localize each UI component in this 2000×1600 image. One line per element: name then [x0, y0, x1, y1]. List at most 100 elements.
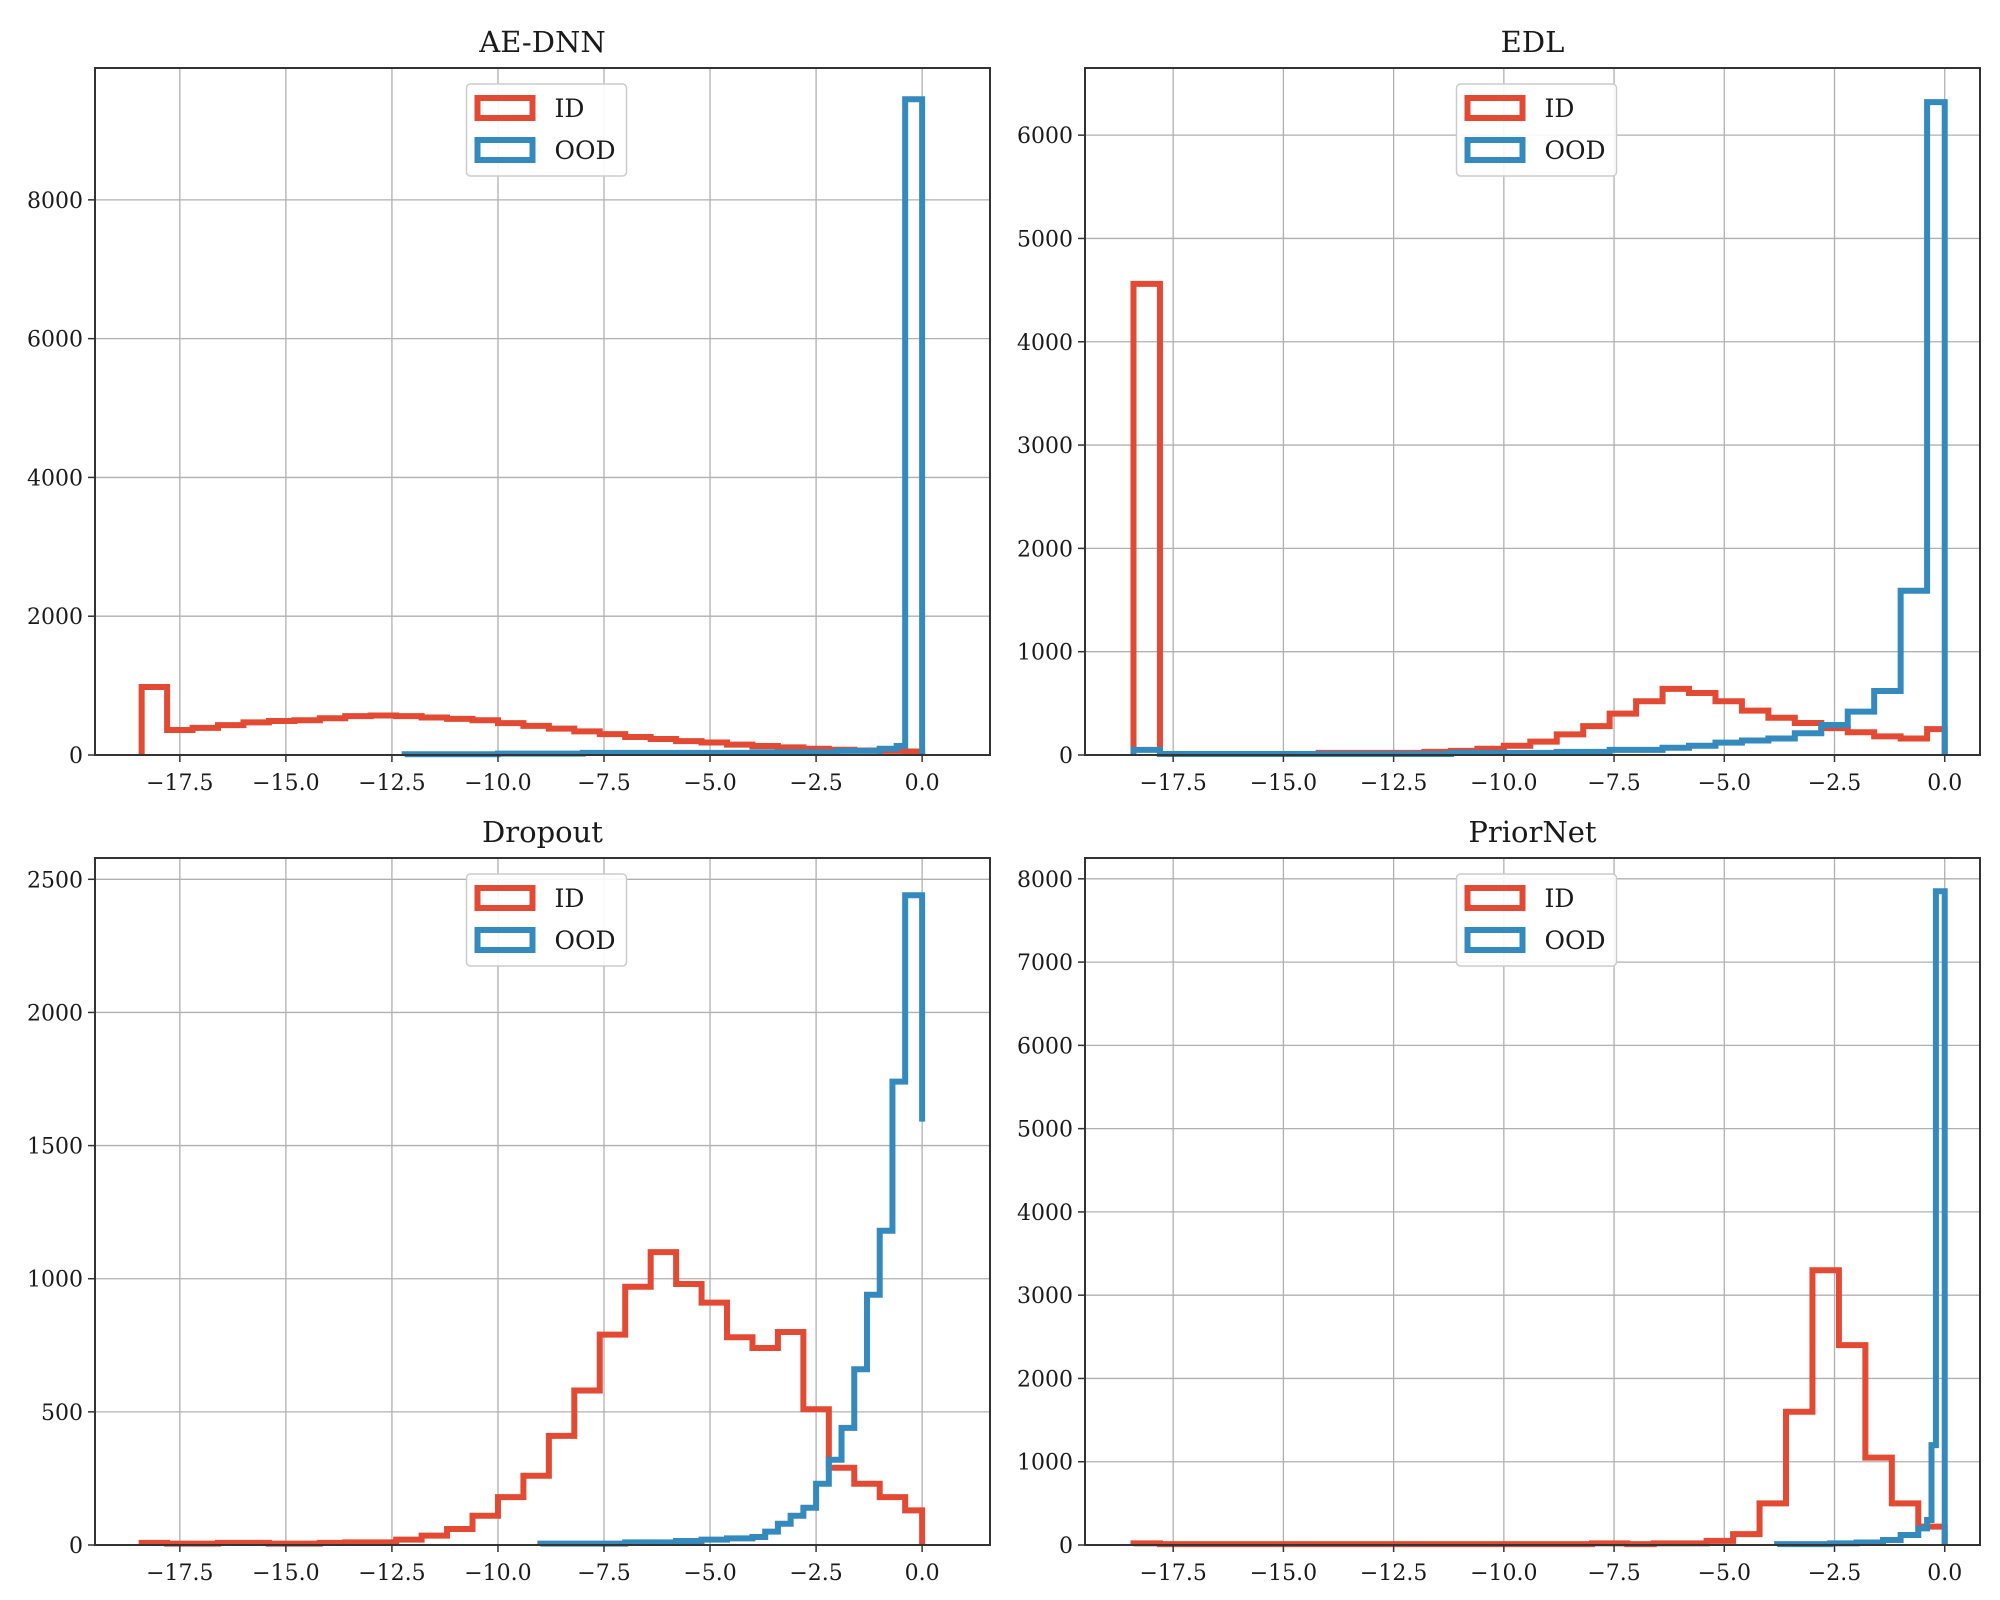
- legend: ID OOD: [1455, 83, 1618, 177]
- x-tick-label: −2.5: [789, 771, 842, 796]
- legend-swatch-id: [1464, 95, 1526, 121]
- y-tick-label: 2500: [27, 868, 83, 893]
- x-tick-label: −15.0: [252, 1561, 319, 1586]
- x-tick-label: −17.5: [1139, 771, 1206, 796]
- legend-swatch-ood: [474, 137, 536, 163]
- histogram-ood-series: [1130, 99, 1948, 757]
- x-tick-label: −15.0: [1250, 1561, 1317, 1586]
- x-tick-label: 0.0: [1927, 771, 1962, 796]
- y-tick-label: 8000: [27, 189, 83, 214]
- x-tick-label: −15.0: [252, 771, 319, 796]
- y-tick-label: 4000: [27, 466, 83, 491]
- y-tick-label: 8000: [1017, 868, 1073, 893]
- x-tick-label: −10.0: [1470, 771, 1537, 796]
- x-tick-label: −12.5: [358, 1561, 425, 1586]
- legend-swatch-ood: [474, 927, 536, 953]
- y-tick-label: 2000: [1017, 1367, 1073, 1392]
- y-tick-label: 3000: [1017, 1284, 1073, 1309]
- legend-label-id: ID: [555, 94, 585, 123]
- y-tick-label: 2000: [27, 605, 83, 630]
- x-tick-label: −7.5: [1587, 771, 1640, 796]
- histogram-ood-series: [401, 96, 926, 758]
- legend-box: [465, 873, 628, 967]
- y-tick-label: 0: [69, 744, 83, 769]
- x-tick-label: −5.0: [683, 771, 736, 796]
- x-tick-label: −7.5: [577, 1561, 630, 1586]
- x-tick-label: −15.0: [1250, 771, 1317, 796]
- legend-label-ood: OOD: [555, 926, 616, 955]
- y-tick-label: 1000: [1017, 641, 1073, 666]
- y-tick-label: 5000: [1017, 1118, 1073, 1143]
- x-tick-label: −5.0: [683, 1561, 736, 1586]
- histogram-id-series: [1130, 1267, 1948, 1548]
- chart-title: EDL: [1501, 25, 1565, 59]
- x-tick-label: −5.0: [1698, 1561, 1751, 1586]
- x-tick-label: −2.5: [789, 1561, 842, 1586]
- x-tick-label: 0.0: [1927, 1561, 1962, 1586]
- y-tick-label: 500: [41, 1401, 83, 1426]
- y-tick-label: 0: [69, 1534, 83, 1559]
- legend: ID OOD: [1455, 873, 1618, 967]
- x-tick-label: −12.5: [358, 771, 425, 796]
- legend-swatch-ood: [1464, 137, 1526, 163]
- axes-frame: [1084, 857, 1981, 1546]
- panel-3: −17.5 −15.0 −12.5 −10.0 −7.5 −5.0 −2.5 0.0 0 1000…: [1017, 815, 1981, 1586]
- y-tick-label: 0: [1059, 1534, 1073, 1559]
- legend-swatch-ood: [1464, 927, 1526, 953]
- y-tick-label: 6000: [1017, 124, 1073, 149]
- x-tick-label: −17.5: [146, 1561, 213, 1586]
- legend: ID OOD: [465, 83, 628, 177]
- legend-swatch-id: [1464, 885, 1526, 911]
- x-tick-label: −2.5: [1808, 771, 1861, 796]
- histogram-id-series: [138, 683, 926, 755]
- legend-label-ood: OOD: [1545, 136, 1606, 165]
- legend-box: [465, 83, 628, 177]
- axes-frame: [1084, 67, 1981, 756]
- legend-swatch-id: [474, 95, 536, 121]
- y-tick-label: 6000: [1017, 1034, 1073, 1059]
- x-tick-label: −17.5: [1139, 1561, 1206, 1586]
- x-tick-label: 0.0: [905, 1561, 940, 1586]
- x-tick-label: −7.5: [577, 771, 630, 796]
- chart-title: AE-DNN: [478, 25, 605, 59]
- x-tick-label: −10.0: [1470, 1561, 1537, 1586]
- y-tick-label: 4000: [1017, 331, 1073, 356]
- y-tick-label: 1000: [27, 1268, 83, 1293]
- legend: ID OOD: [465, 873, 628, 967]
- histogram-id-series: [138, 1249, 926, 1547]
- x-tick-label: −2.5: [1808, 1561, 1861, 1586]
- panel-0: −17.5 −15.0 −12.5 −10.0 −7.5 −5.0 −2.5 0.0 0 2000…: [27, 25, 991, 796]
- axes-frame: [94, 67, 991, 756]
- legend-label-id: ID: [1545, 94, 1575, 123]
- y-tick-label: 7000: [1017, 951, 1073, 976]
- y-tick-label: 2000: [1017, 537, 1073, 562]
- legend-swatch-id: [474, 885, 536, 911]
- x-tick-label: −17.5: [146, 771, 213, 796]
- y-tick-label: 6000: [27, 328, 83, 353]
- x-tick-label: −7.5: [1587, 1561, 1640, 1586]
- axes-frame: [94, 857, 991, 1546]
- panel-2: −17.5 −15.0 −12.5 −10.0 −7.5 −5.0 −2.5 0.0 0 500 1…: [27, 815, 991, 1586]
- x-tick-label: −12.5: [1360, 1561, 1427, 1586]
- legend-box: [1455, 873, 1618, 967]
- x-tick-label: −10.0: [464, 1561, 531, 1586]
- legend-box: [1455, 83, 1618, 177]
- legend-label-ood: OOD: [555, 136, 616, 165]
- histogram-ood-series: [537, 892, 926, 1547]
- y-tick-label: 1500: [27, 1135, 83, 1160]
- chart-title: Dropout: [482, 815, 603, 849]
- y-tick-label: 5000: [1017, 227, 1073, 252]
- y-tick-label: 3000: [1017, 434, 1073, 459]
- y-tick-label: 0: [1059, 744, 1073, 769]
- chart-title: PriorNet: [1468, 815, 1597, 849]
- panel-1: −17.5 −15.0 −12.5 −10.0 −7.5 −5.0 −2.5 0.0 0 1000…: [1017, 25, 1981, 796]
- y-tick-label: 4000: [1017, 1201, 1073, 1226]
- histogram-ood-series: [1774, 888, 1948, 1548]
- x-tick-label: −5.0: [1698, 771, 1751, 796]
- histogram-id-series: [1130, 280, 1948, 757]
- y-tick-label: 2000: [27, 1001, 83, 1026]
- x-tick-label: −10.0: [464, 771, 531, 796]
- legend-label-id: ID: [1545, 884, 1575, 913]
- legend-label-ood: OOD: [1545, 926, 1606, 955]
